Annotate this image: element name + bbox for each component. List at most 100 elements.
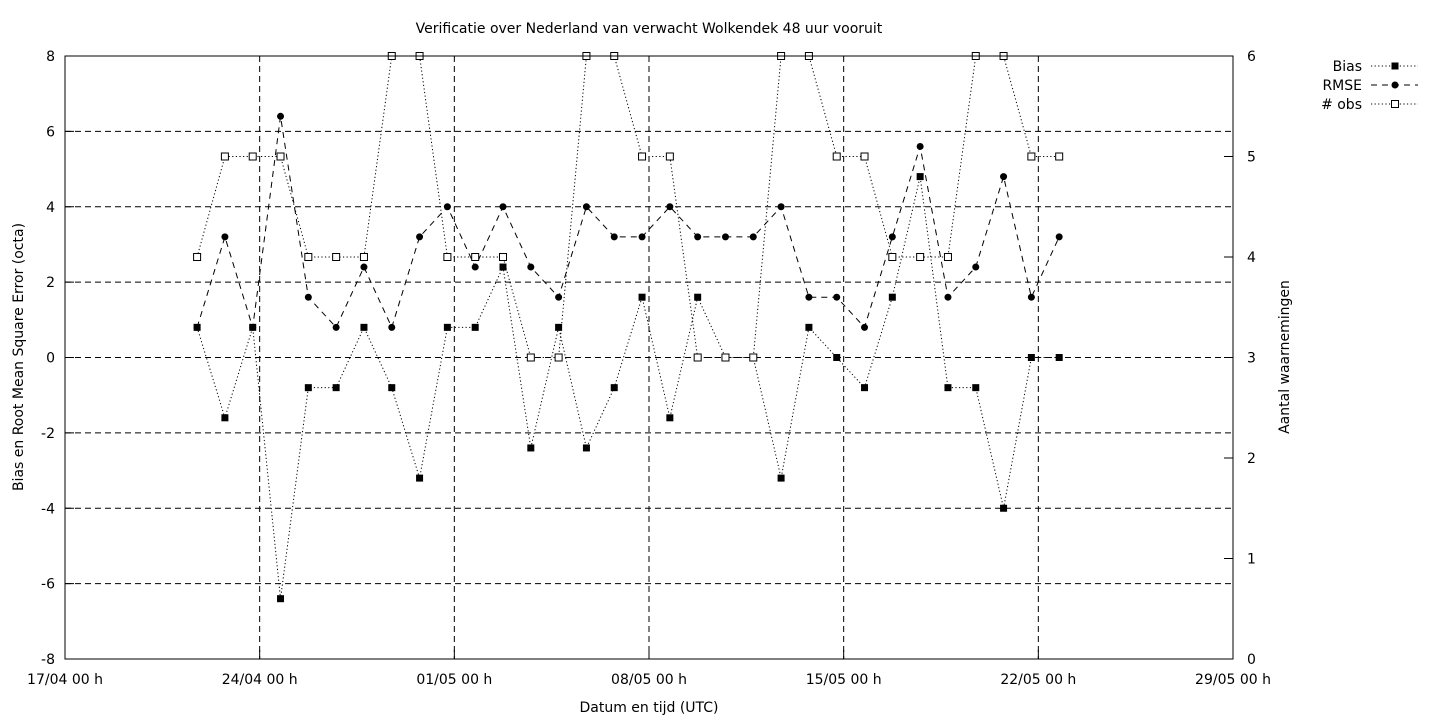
series-rmse [193,112,1063,331]
data-point-obs [554,353,563,362]
data-point-obs [359,253,368,261]
legend-label: # obs [1321,97,1362,113]
data-point-bias [277,595,285,603]
data-point-obs [332,253,341,261]
data-point-rmse [972,263,980,271]
x-tick-label: 29/05 00 h [1195,672,1271,688]
data-point-bias [833,354,841,361]
data-point-bias [861,384,869,392]
data-point-obs [860,152,869,161]
legend-marker [1391,81,1399,89]
data-point-rmse [249,323,257,331]
series-line-rmse [196,116,1060,329]
series-bias [193,173,1063,603]
data-point-bias [443,323,451,331]
legend-marker [1391,100,1399,108]
data-point-obs [193,253,202,261]
data-point-bias [416,474,424,482]
y-tick-label: -6 [41,577,55,593]
data-point-rmse [193,323,201,331]
data-point-obs [832,152,841,161]
y-tick-label: -2 [41,426,55,442]
data-point-rmse [694,233,702,241]
data-point-bias [972,384,980,392]
data-point-rmse [888,233,896,241]
data-point-obs [638,152,647,161]
data-point-rmse [721,233,729,241]
y-tick-label: 4 [46,200,55,216]
data-point-rmse [777,203,785,211]
data-point-rmse [360,263,368,271]
data-point-bias [388,384,396,392]
data-point-bias [360,323,368,331]
data-point-rmse [749,233,757,241]
data-point-rmse [277,112,285,120]
y2-tick-label: 1 [1247,552,1256,568]
legend-item-bias: Bias [1333,59,1418,75]
y2-tick-label: 5 [1247,150,1256,166]
data-point-rmse [555,293,563,301]
x-tick-label: 17/04 00 h [27,672,103,688]
data-point-bias [1027,354,1035,361]
data-point-obs [526,353,535,362]
y-tick-label: 6 [46,124,55,140]
y2-tick-label: 2 [1247,451,1256,467]
data-point-rmse [332,323,340,331]
data-point-obs [693,353,702,362]
data-point-bias [888,293,896,301]
legend-item-rmse: RMSE [1322,78,1418,94]
data-point-bias [499,263,507,271]
data-point-bias [944,384,952,392]
y2-axis-label: Aantal waarnemingen [1277,280,1293,434]
legend-label: RMSE [1322,78,1362,94]
data-point-bias [471,323,479,331]
legend: Bias RMSE # obs [1321,59,1418,113]
data-point-bias [916,173,924,181]
data-point-obs [721,353,730,362]
data-point-bias [610,384,618,392]
data-point-rmse [527,263,535,271]
data-point-bias [1055,354,1063,361]
data-point-rmse [499,203,507,211]
y2-tick-label: 0 [1247,652,1256,668]
data-point-rmse [1000,173,1008,181]
data-point-obs [443,253,452,261]
data-point-rmse [861,323,869,331]
y-tick-label: 2 [46,275,55,291]
y-tick-label: -4 [41,501,55,517]
data-point-rmse [471,263,479,271]
data-point-rmse [666,203,674,211]
data-point-rmse [916,142,924,150]
data-point-bias [777,474,785,482]
legend-label: Bias [1333,59,1362,75]
y2-tick-label: 6 [1247,49,1256,65]
data-point-bias [221,414,229,422]
y-tick-label: -8 [41,652,55,668]
data-point-bias [527,444,535,452]
data-point-obs [1055,152,1064,161]
data-point-obs [248,152,257,161]
data-point-rmse [388,323,396,331]
data-point-rmse [1055,233,1063,241]
x-tick-label: 08/05 00 h [611,672,687,688]
legend-marker [1391,62,1399,70]
data-point-obs [220,152,229,161]
y2-tick-label: 3 [1247,351,1256,367]
y-axis-label: Bias en Root Mean Square Error (octa) [11,223,27,491]
data-point-obs [276,152,285,161]
data-point-rmse [833,293,841,301]
data-point-bias [582,444,590,452]
data-point-obs [943,253,952,261]
data-point-obs [304,253,313,261]
data-point-obs [499,253,507,261]
chart-title: Verificatie over Nederland van verwacht … [416,21,883,37]
grid [65,56,1233,659]
data-point-rmse [610,233,618,241]
data-point-bias [332,384,340,392]
x-tick-label: 24/04 00 h [222,672,298,688]
y-tick-label: 8 [46,49,55,65]
data-point-rmse [582,203,590,211]
data-point-rmse [638,233,646,241]
y2-tick-label: 4 [1247,250,1256,266]
